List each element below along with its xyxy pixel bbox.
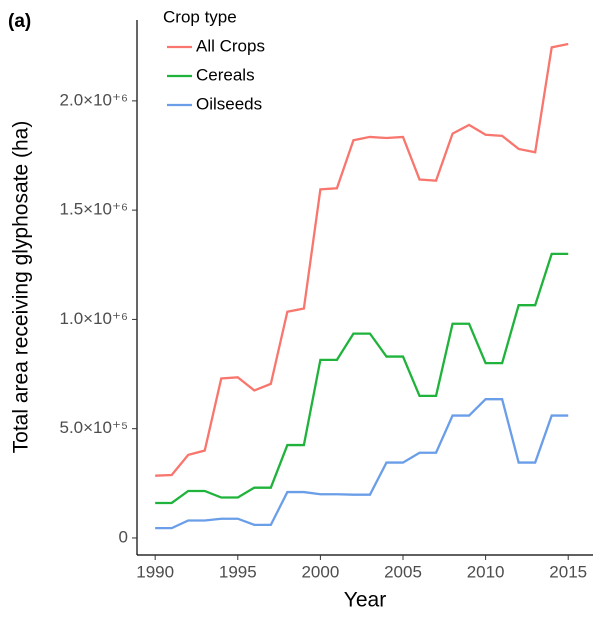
series-line xyxy=(155,42,569,477)
x-axis-title: Year xyxy=(344,589,386,612)
y-axis-title: Total area receiving glyphosate (ha) xyxy=(10,121,33,454)
x-tick-label: 2010 xyxy=(467,562,505,581)
x-tick-label: 2005 xyxy=(384,562,422,581)
series-line xyxy=(155,398,569,530)
x-tick-label: 2000 xyxy=(301,562,339,581)
series-line xyxy=(155,252,569,505)
legend-label: All Crops xyxy=(196,36,265,55)
legend-title: Crop type xyxy=(163,7,237,26)
legend-label: Cereals xyxy=(196,65,255,84)
y-tick-label: 5.0×10⁺⁵ xyxy=(60,418,129,437)
x-tick-label: 2015 xyxy=(549,562,587,581)
x-tick-label: 1995 xyxy=(219,562,257,581)
y-tick-label: 1.5×10⁺⁶ xyxy=(60,200,128,219)
legend-label: Oilseeds xyxy=(196,94,262,113)
y-tick-label: 1.0×10⁺⁶ xyxy=(60,309,128,328)
y-tick-label: 0 xyxy=(119,527,128,546)
annotation: (a) xyxy=(8,11,31,32)
y-tick-label: 2.0×10⁺⁶ xyxy=(60,90,128,109)
x-tick-label: 1990 xyxy=(136,562,174,581)
